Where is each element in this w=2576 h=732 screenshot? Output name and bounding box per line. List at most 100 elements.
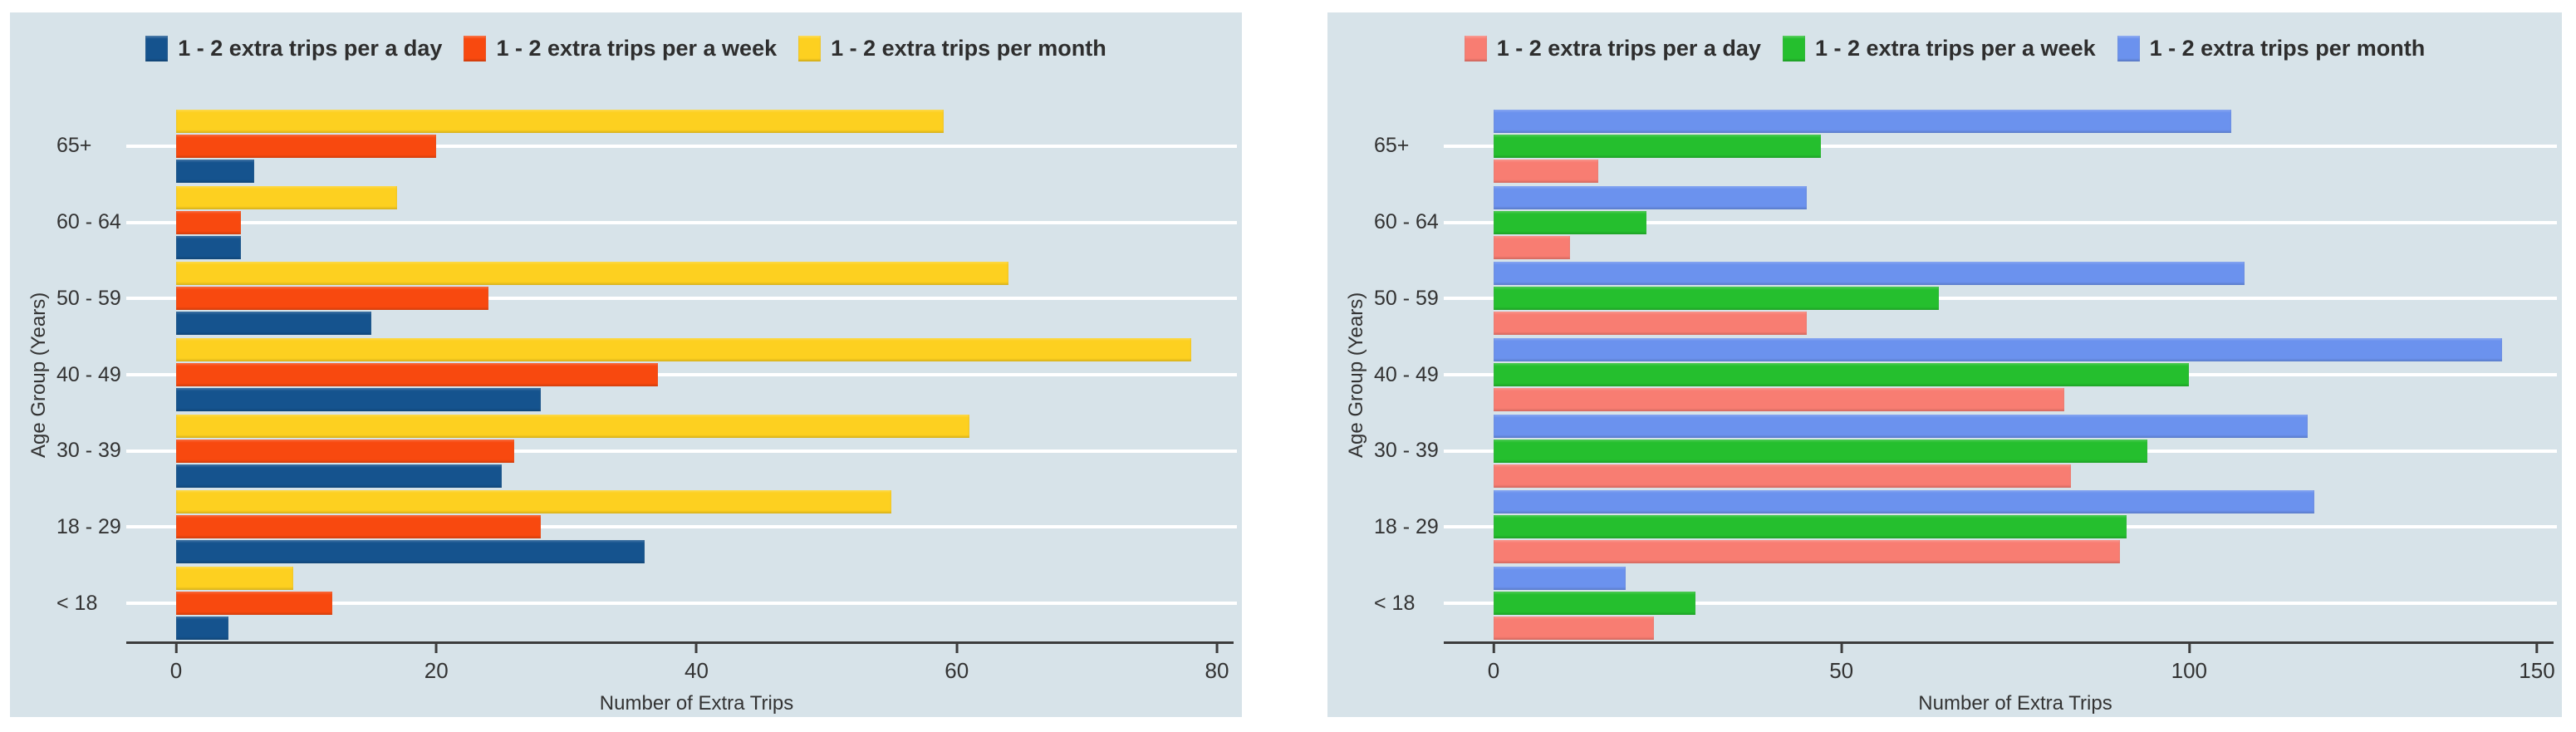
legend-label: 1 - 2 extra trips per a day	[1496, 36, 1761, 61]
bar	[176, 540, 645, 564]
legend-item: 1 - 2 extra trips per a week	[464, 36, 777, 61]
bar-group	[1444, 489, 2557, 566]
legend-item: 1 - 2 extra trips per a week	[1782, 36, 2096, 61]
bar	[176, 388, 541, 412]
category-gridline	[1444, 144, 2557, 148]
bar-group	[126, 108, 1237, 184]
category-gridline	[1444, 602, 2557, 606]
legend-label: 1 - 2 extra trips per a week	[496, 36, 778, 61]
bar	[1494, 134, 1821, 158]
bar	[176, 312, 371, 336]
plot-area	[126, 108, 1237, 641]
x-axis-ticks: 0 20 40 60 80	[170, 644, 1229, 694]
legend-swatch	[1782, 36, 1805, 61]
tick-label: 80	[1205, 658, 1229, 683]
x-axis-title: Number of Extra Trips	[1918, 692, 2112, 715]
y-axis-label: 40 - 49	[56, 362, 121, 386]
bar	[1494, 388, 2064, 412]
bar-group	[126, 337, 1237, 413]
y-axis-label: 40 - 49	[1374, 362, 1439, 386]
category-gridline	[126, 525, 1237, 529]
category-gridline	[126, 297, 1237, 301]
bar	[1494, 235, 1571, 259]
category-gridline	[126, 373, 1237, 377]
tick-label: 20	[424, 658, 449, 683]
bar	[1494, 617, 1654, 641]
legend: 1 - 2 extra trips per a day 1 - 2 extra t…	[1327, 36, 2562, 61]
bar	[1494, 262, 2245, 286]
tick-label: 100	[2171, 658, 2208, 683]
x-axis-title: Number of Extra Trips	[599, 692, 794, 715]
bar-group	[126, 413, 1237, 489]
x-axis-tick: 100	[2171, 644, 2207, 684]
bar	[1494, 210, 1647, 234]
tick-mark	[2187, 644, 2191, 653]
category-gridline	[126, 449, 1237, 453]
bar	[176, 567, 293, 591]
bar	[176, 439, 515, 463]
x-axis-tick: 40	[684, 644, 709, 684]
bar	[176, 592, 332, 616]
bar	[176, 159, 254, 183]
x-axis-tick: 20	[424, 644, 449, 684]
bar-group	[1444, 108, 2557, 184]
bar	[1494, 592, 1695, 616]
legend: 1 - 2 extra trips per a day 1 - 2 extra t…	[10, 36, 1242, 61]
tick-mark	[2535, 644, 2539, 653]
bar	[1494, 567, 1627, 591]
tick-mark	[1840, 644, 1843, 653]
x-axis-tick: 50	[1829, 644, 1853, 684]
bar-group	[126, 260, 1237, 337]
bar	[1494, 312, 1807, 336]
tick-mark	[955, 644, 959, 653]
bar	[1494, 515, 2127, 539]
tick-label: 0	[169, 658, 183, 683]
tick-mark	[694, 644, 698, 653]
bar-group	[1444, 413, 2557, 489]
chart-panel-right: 1 - 2 extra trips per a day 1 - 2 extra t…	[1327, 12, 2562, 717]
y-axis-label: < 18	[1374, 591, 1416, 615]
y-axis-labels: 65+ 60 - 64 50 - 59 40 - 49 30 - 39 18 - 29 < …	[56, 108, 173, 641]
y-axis-label: < 18	[56, 591, 98, 615]
x-axis-tick: 0	[1488, 644, 1499, 684]
bar	[1494, 490, 2315, 514]
x-axis-tick: 150	[2519, 644, 2555, 684]
bar-group	[126, 184, 1237, 261]
bar	[176, 210, 242, 234]
legend-label: 1 - 2 extra trips per a week	[1814, 36, 2096, 61]
bar-group	[1444, 184, 2557, 261]
legend-item: 1 - 2 extra trips per a day	[1464, 36, 1761, 61]
bar	[1494, 159, 1598, 183]
y-axis-label: 30 - 39	[56, 439, 121, 463]
bar	[1494, 439, 2148, 463]
bar	[1494, 363, 2190, 387]
y-axis-label: 18 - 29	[56, 514, 121, 538]
legend-swatch	[2117, 36, 2140, 61]
bar	[176, 109, 945, 133]
bar	[176, 363, 658, 387]
tick-mark	[1215, 644, 1219, 653]
y-axis-label: 50 - 59	[56, 286, 121, 310]
bar	[1494, 109, 2231, 133]
bar	[176, 134, 437, 158]
plot-area	[1444, 108, 2557, 641]
legend-swatch	[798, 36, 822, 61]
x-axis-line	[1444, 641, 2554, 644]
y-axis-label: 50 - 59	[1374, 286, 1439, 310]
chart-panel-left: 1 - 2 extra trips per a day 1 - 2 extra t…	[10, 12, 1242, 717]
category-gridline	[126, 602, 1237, 606]
legend-item: 1 - 2 extra trips per a day	[145, 36, 442, 61]
legend-label: 1 - 2 extra trips per a day	[178, 36, 443, 61]
x-axis-tick: 0	[170, 644, 182, 684]
tick-mark	[434, 644, 438, 653]
legend-swatch	[145, 36, 169, 61]
y-axis-labels: 65+ 60 - 64 50 - 59 40 - 49 30 - 39 18 - 29 < …	[1374, 108, 1490, 641]
bar-group	[1444, 337, 2557, 413]
y-axis-label: 18 - 29	[1374, 514, 1439, 538]
bar	[1494, 185, 1807, 209]
category-gridline	[126, 144, 1237, 148]
tick-label: 60	[945, 658, 969, 683]
bar	[176, 617, 228, 641]
bar	[176, 287, 488, 311]
